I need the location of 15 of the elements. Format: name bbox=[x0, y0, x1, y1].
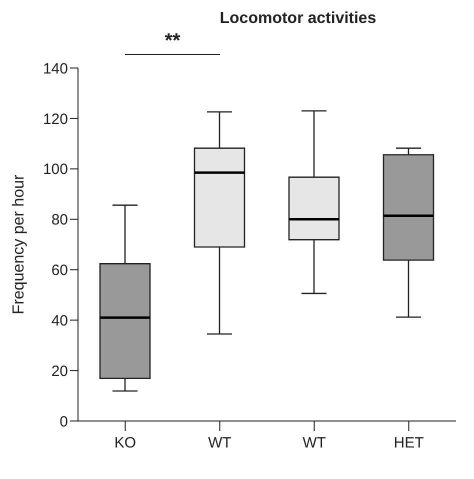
x-tick-label: WT bbox=[208, 434, 232, 452]
x-tick-label: KO bbox=[114, 434, 136, 452]
y-tick-label: 140 bbox=[42, 60, 68, 78]
y-tick-label: 100 bbox=[42, 161, 68, 178]
y-tick-label: 20 bbox=[51, 362, 68, 380]
chart-title: Locomotor activities bbox=[218, 10, 378, 28]
y-tick-label: 60 bbox=[51, 262, 68, 280]
y-tick-label: 0 bbox=[60, 413, 68, 430]
y-tick-label: 80 bbox=[51, 212, 68, 229]
y-tick-label: 40 bbox=[51, 312, 68, 330]
y-axis-title: Frequency per hour bbox=[10, 174, 28, 314]
y-tick-label: 120 bbox=[42, 110, 68, 128]
text: ** bbox=[164, 30, 182, 53]
x-tick-label: WT bbox=[302, 434, 326, 452]
x-tick-label: HET bbox=[394, 434, 424, 452]
